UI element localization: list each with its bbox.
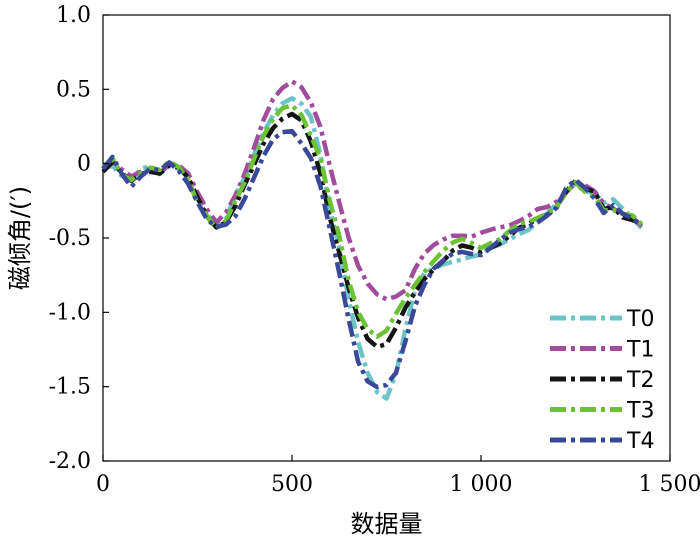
legend-label-t0: T0 xyxy=(626,307,654,332)
legend-label-t4: T4 xyxy=(626,429,654,454)
y-tick-label: 0 xyxy=(77,152,91,177)
x-axis-title: 数据量 xyxy=(351,510,423,538)
x-tick-label: 1 500 xyxy=(639,472,700,497)
legend-label-t1: T1 xyxy=(626,338,654,363)
y-tick-label: -1.0 xyxy=(49,300,91,325)
ticks-layer: 0 500 1 000 1 500 1.0 0.5 0 -0.5 -1.0 -1.5 -2.0 xyxy=(49,3,700,497)
x-tick-label: 1 000 xyxy=(450,472,513,497)
series-line-t2 xyxy=(101,111,643,350)
y-axis-title: 磁倾角/(′) xyxy=(6,186,34,290)
series-line-t1 xyxy=(102,79,644,302)
legend-label-t2: T2 xyxy=(626,368,654,393)
y-tick-label: 1.0 xyxy=(56,3,91,28)
series-line-t3 xyxy=(101,103,644,339)
series-line-t4 xyxy=(101,128,644,390)
x-tick-label: 0 xyxy=(96,472,110,497)
x-tick-label: 500 xyxy=(271,472,313,497)
legend: T0 T1 T2 T3 T4 xyxy=(550,307,654,454)
legend-label-t3: T3 xyxy=(626,399,654,424)
y-tick-label: -1.5 xyxy=(49,375,91,400)
series-line-t0 xyxy=(102,96,644,401)
y-tick-label: -0.5 xyxy=(49,226,91,251)
series-layer xyxy=(101,79,644,401)
y-tick-label: 0.5 xyxy=(56,77,91,102)
y-tick-label: -2.0 xyxy=(49,449,91,474)
